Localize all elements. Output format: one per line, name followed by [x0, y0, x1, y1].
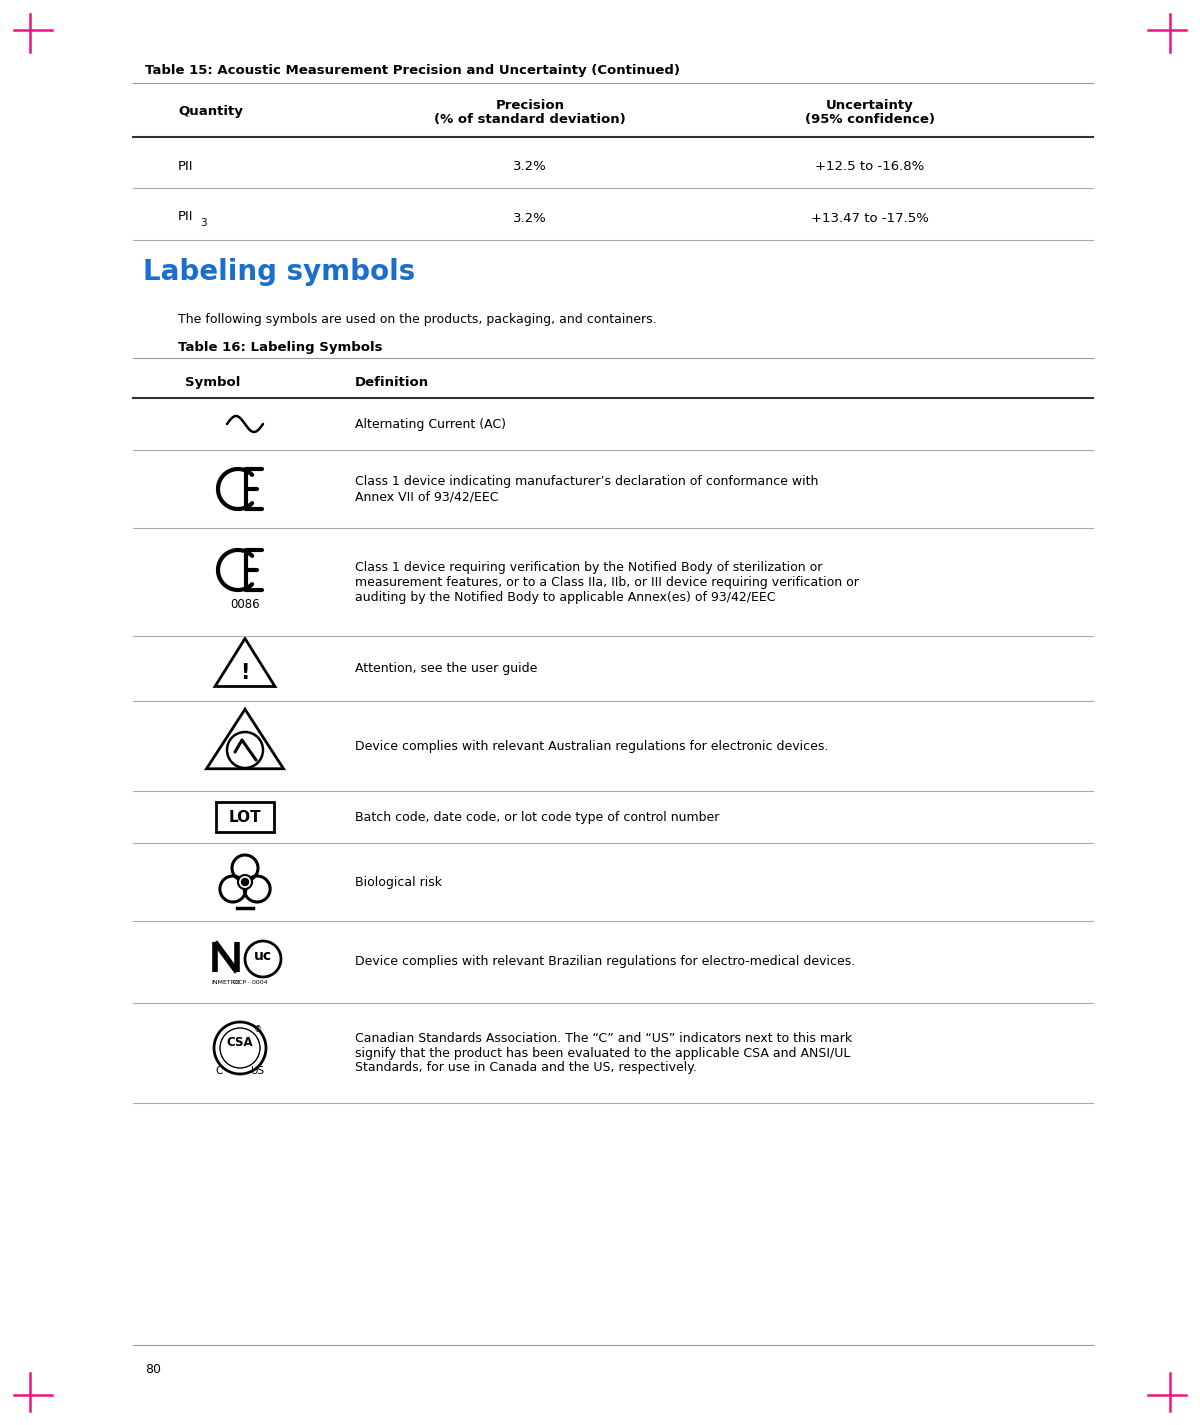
- Text: signify that the product has been evaluated to the applicable CSA and ANSI/UL: signify that the product has been evalua…: [355, 1046, 851, 1060]
- Text: measurement features, or to a Class IIa, IIb, or III device requiring verificati: measurement features, or to a Class IIa,…: [355, 576, 859, 589]
- Text: Standards, for use in Canada and the US, respectively.: Standards, for use in Canada and the US,…: [355, 1062, 697, 1074]
- Text: 80: 80: [145, 1362, 161, 1377]
- Text: (% of standard deviation): (% of standard deviation): [434, 113, 626, 125]
- Text: Table 15: Acoustic Measurement Precision and Uncertainty (Continued): Table 15: Acoustic Measurement Precision…: [145, 64, 680, 77]
- Text: 0086: 0086: [230, 597, 260, 610]
- Text: auditing by the Notified Body to applicable Annex(es) of 93/42/EEC: auditing by the Notified Body to applica…: [355, 590, 775, 604]
- Text: ®: ®: [254, 1026, 262, 1035]
- Text: +13.47 to -17.5%: +13.47 to -17.5%: [811, 211, 929, 225]
- Text: uc: uc: [254, 949, 272, 963]
- Text: Device complies with relevant Brazilian regulations for electro-medical devices.: Device complies with relevant Brazilian …: [355, 956, 856, 969]
- Text: Batch code, date code, or lot code type of control number: Batch code, date code, or lot code type …: [355, 811, 719, 824]
- Text: US: US: [250, 1066, 264, 1076]
- Text: Biological risk: Biological risk: [355, 875, 442, 889]
- Bar: [216, 802, 274, 832]
- Text: Uncertainty: Uncertainty: [826, 98, 914, 111]
- Text: Table 16: Labeling Symbols: Table 16: Labeling Symbols: [178, 341, 383, 353]
- Text: C: C: [215, 1066, 222, 1076]
- Text: Symbol: Symbol: [185, 376, 240, 389]
- Text: Annex VII of 93/42/EEC: Annex VII of 93/42/EEC: [355, 490, 498, 503]
- Text: !: !: [240, 663, 250, 683]
- Text: Alternating Current (AC): Alternating Current (AC): [355, 418, 506, 430]
- Circle shape: [241, 878, 248, 885]
- Text: INMETRO: INMETRO: [211, 979, 240, 985]
- Text: Device complies with relevant Australian regulations for electronic devices.: Device complies with relevant Australian…: [355, 740, 828, 752]
- Text: CSA: CSA: [227, 1036, 253, 1049]
- Text: 3.2%: 3.2%: [514, 160, 547, 172]
- Text: Class 1 device indicating manufacturer’s declaration of conformance with: Class 1 device indicating manufacturer’s…: [355, 475, 818, 487]
- Text: OCP · 0004: OCP · 0004: [233, 979, 268, 985]
- Text: PII: PII: [178, 209, 193, 222]
- Text: Definition: Definition: [355, 376, 430, 389]
- Text: Precision: Precision: [496, 98, 564, 111]
- Circle shape: [238, 875, 252, 889]
- Text: Attention, see the user guide: Attention, see the user guide: [355, 663, 538, 675]
- Text: LOT: LOT: [229, 809, 262, 825]
- Text: Labeling symbols: Labeling symbols: [143, 258, 415, 286]
- Text: The following symbols are used on the products, packaging, and containers.: The following symbols are used on the pr…: [178, 314, 656, 326]
- Text: 3: 3: [200, 218, 206, 228]
- Text: (95% confidence): (95% confidence): [805, 113, 935, 125]
- Text: 3.2%: 3.2%: [514, 211, 547, 225]
- Text: +12.5 to -16.8%: +12.5 to -16.8%: [815, 160, 925, 172]
- Text: PII: PII: [178, 160, 193, 172]
- Text: Class 1 device requiring verification by the Notified Body of sterilization or: Class 1 device requiring verification by…: [355, 560, 822, 573]
- Text: Canadian Standards Association. The “C” and “US” indicators next to this mark: Canadian Standards Association. The “C” …: [355, 1032, 852, 1045]
- Text: Quantity: Quantity: [178, 104, 242, 117]
